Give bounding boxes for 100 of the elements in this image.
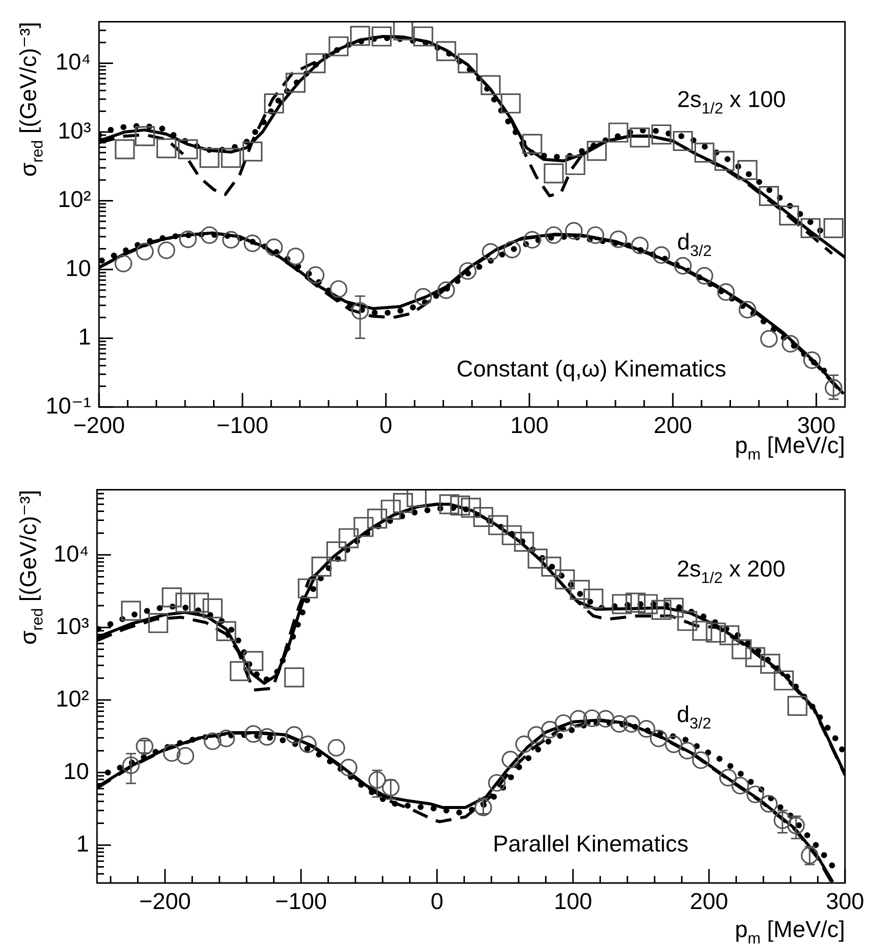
point [179,230,197,248]
point [824,218,844,238]
point [199,148,220,168]
point [541,720,559,738]
x-tick-label: 0 [380,412,392,438]
x-tick-label: 100 [510,412,549,438]
point [732,639,752,660]
point [200,226,218,244]
point [760,330,778,348]
point [189,592,209,613]
point [330,280,348,298]
point [122,756,140,774]
point [664,736,682,754]
point [824,379,842,397]
point [631,236,649,254]
x-tick-label: 200 [690,888,728,914]
point [692,620,712,641]
point [367,508,388,529]
point [328,739,346,757]
point [596,710,614,728]
point [242,141,262,162]
y-tick-label: 10³ [58,117,92,144]
point [651,124,672,144]
point [731,776,750,794]
point [176,747,194,765]
point [650,730,668,748]
point [488,515,508,536]
point [692,751,710,769]
x-tick-label: 100 [554,888,592,914]
point [787,816,805,834]
annotation: Constant (q,ω) Kinematics [456,356,726,382]
point [583,588,604,609]
point [406,490,427,508]
point [306,266,324,284]
point [136,242,154,260]
point [760,795,778,813]
point [502,525,522,546]
point [622,715,640,733]
point [473,507,494,528]
point [626,592,646,613]
point [286,72,306,93]
point [474,798,492,816]
point [774,670,794,690]
point [340,758,358,776]
point [758,186,779,206]
x-tick-label: 300 [826,888,864,914]
point [306,53,326,74]
point [163,744,181,762]
point [285,726,303,744]
point [436,41,456,62]
point [114,139,135,160]
point [393,22,414,40]
point [696,266,714,285]
point [694,142,714,163]
point [311,556,332,577]
point [714,150,734,171]
point [746,786,764,804]
point [706,622,726,643]
point [652,246,670,264]
point [216,621,236,642]
point [586,140,607,161]
point [217,730,235,748]
point [738,300,756,319]
point [522,134,542,154]
x-tick-label: −100 [216,412,268,438]
point [803,351,821,369]
point [393,492,413,513]
x-tick-label: −200 [139,888,191,914]
point [610,715,628,733]
point [515,736,533,754]
x-tick-label: 200 [654,412,692,438]
point [502,750,520,768]
point [787,696,808,716]
point [134,126,155,146]
point [264,93,284,114]
point [114,254,132,272]
point [326,541,346,562]
annotation: Parallel Kinematics [492,830,688,857]
point [514,532,534,552]
point [565,155,586,176]
point [782,335,800,353]
point [350,26,370,46]
point [458,262,476,280]
point [265,238,283,256]
point [638,594,658,614]
point [368,771,386,789]
point [523,231,542,249]
point [610,230,628,248]
point [328,36,349,56]
point [175,592,196,613]
point [382,778,400,796]
point [544,163,564,184]
point [158,242,176,260]
point [351,302,369,320]
point [258,728,276,746]
point [570,710,588,728]
point [244,725,262,743]
point [243,650,264,671]
point [372,26,392,46]
point [354,516,374,537]
